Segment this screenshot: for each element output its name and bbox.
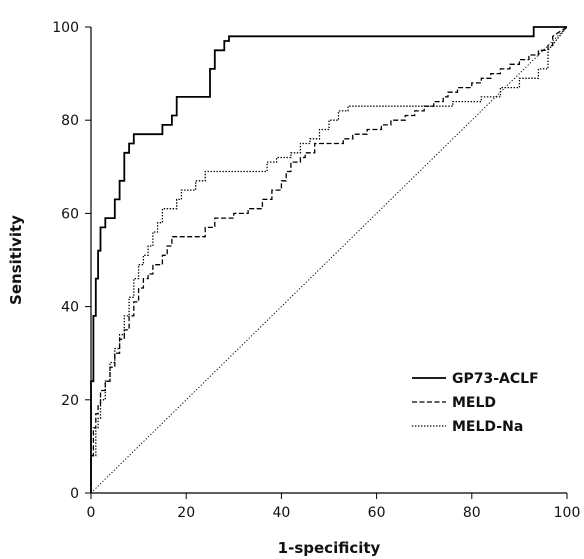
y-tick-label: 40	[61, 300, 79, 316]
y-ticks: 0 20 40 60 80 100	[52, 20, 91, 502]
x-tick-label: 40	[272, 505, 290, 521]
x-tick-label: 80	[463, 505, 481, 521]
series-line-meld-na	[90, 26, 568, 493]
x-axis-title: 1-specificity	[278, 539, 381, 557]
x-tick-label: 100	[554, 505, 581, 521]
x-tick-label: 60	[368, 505, 386, 521]
y-tick-label: 80	[61, 113, 79, 129]
y-tick-label: 100	[52, 20, 79, 36]
reference-diagonal-line	[90, 26, 568, 494]
x-ticks: 0 20 40 60 80 100	[87, 493, 581, 521]
x-tick-label: 20	[177, 505, 195, 521]
series-layer	[90, 26, 568, 493]
legend-label: MELD	[452, 395, 496, 411]
plot-area: 0 20 40 60 80 100 0 20 40 60 80 100	[52, 20, 580, 521]
y-tick-label: 20	[61, 393, 79, 409]
legend-label: MELD-Na	[452, 419, 523, 435]
legend: GP73-ACLF MELD MELD-Na	[412, 371, 539, 435]
legend-label: GP73-ACLF	[452, 371, 539, 387]
series-line-gp73-aclf	[90, 26, 567, 493]
y-tick-label: 0	[70, 486, 79, 502]
x-tick-label: 0	[87, 505, 96, 521]
y-tick-label: 60	[61, 206, 79, 222]
y-axis-title: Sensitivity	[7, 215, 25, 305]
